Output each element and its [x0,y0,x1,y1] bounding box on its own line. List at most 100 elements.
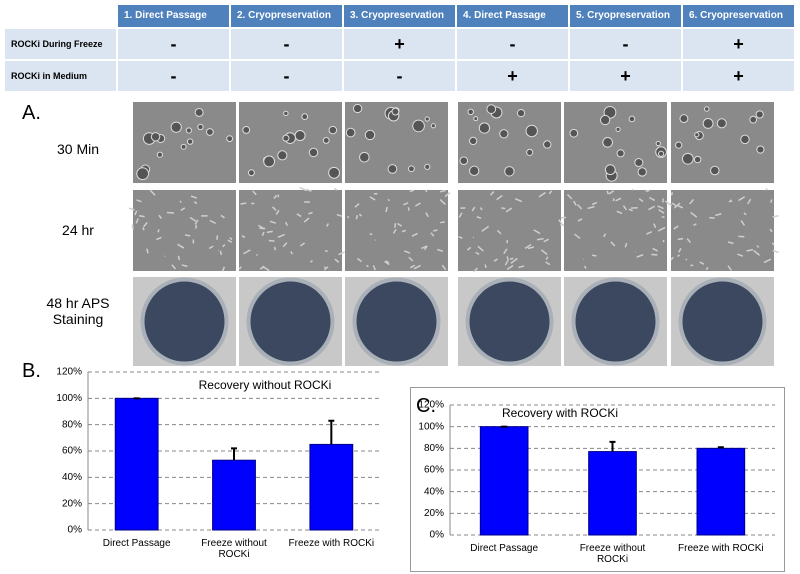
cell [170,121,182,133]
panel-label: A. [22,102,41,124]
cell [308,211,313,215]
cell [770,199,773,203]
cell: + [683,29,794,59]
cell [220,214,225,219]
cell [545,256,549,260]
cell [156,151,163,158]
cell [496,194,503,201]
cell [504,260,509,266]
cell [208,245,214,250]
cell [628,208,633,212]
row-header: ROCKi During Freeze [5,29,116,59]
cell [414,202,421,207]
cell [433,229,438,232]
micrographs [128,102,779,366]
cell [216,235,219,240]
cell [506,256,509,261]
column-header: 4. Direct Passage [457,5,568,27]
cell [247,169,255,177]
cell [716,118,727,129]
cell [423,245,428,251]
cell [484,264,487,268]
cell [209,219,217,225]
cell [772,249,779,254]
cell [205,128,214,136]
dish [571,277,660,366]
cell [638,198,644,203]
cell [306,188,312,192]
cell [749,115,758,124]
cell [681,152,694,165]
cell [266,230,273,234]
cell [622,205,627,211]
cell [243,249,251,255]
bar [479,426,529,536]
x-tick-label: Direct Passage [470,543,539,554]
cell [473,116,479,122]
cell [577,204,583,210]
cell [241,235,246,239]
cell [499,129,509,139]
cell [283,110,289,117]
cell [694,132,700,138]
cell: + [344,29,455,59]
y-tick-label: 60% [62,446,82,457]
cell [678,248,682,253]
cell [637,167,647,177]
cell [401,229,407,233]
cell [538,191,546,198]
cell [324,249,328,253]
cell [469,165,480,176]
cell [699,261,705,265]
cell [301,113,309,121]
cell [219,250,223,256]
cell [299,186,307,192]
cell [193,201,198,205]
cell [685,258,688,261]
cell: + [457,61,568,91]
cell [505,207,513,213]
cell [150,132,161,142]
cell [675,141,683,149]
cell [240,202,247,205]
panel-label: B. [22,360,41,382]
cell: - [570,29,681,59]
cell [131,224,134,230]
cell [493,258,498,262]
cell [184,234,191,237]
cell [409,264,416,269]
cell [747,198,752,205]
cell: - [118,61,229,91]
micrograph [671,190,774,271]
cell [436,248,444,252]
row-label: 24 hr [62,222,94,238]
cell [146,248,149,254]
cell [181,264,188,268]
column-header: 1. Direct Passage [118,5,229,27]
cell [657,205,664,210]
cell [600,114,611,126]
cell [430,232,435,237]
cell [476,215,482,220]
cell [242,126,251,134]
cell [501,207,506,210]
bar [114,397,159,531]
bar [696,447,746,536]
cell [392,228,397,234]
cell [226,135,234,143]
cell [195,224,198,229]
cell [704,106,710,112]
cell [345,127,356,138]
cell [252,190,257,196]
cell [478,122,491,134]
cell [526,148,534,156]
cell [227,239,233,243]
cell [503,248,508,255]
cell [296,213,302,218]
cell [409,189,415,193]
cell [673,225,679,230]
cell [540,249,548,256]
cell [134,210,138,216]
panel-border [410,387,785,572]
